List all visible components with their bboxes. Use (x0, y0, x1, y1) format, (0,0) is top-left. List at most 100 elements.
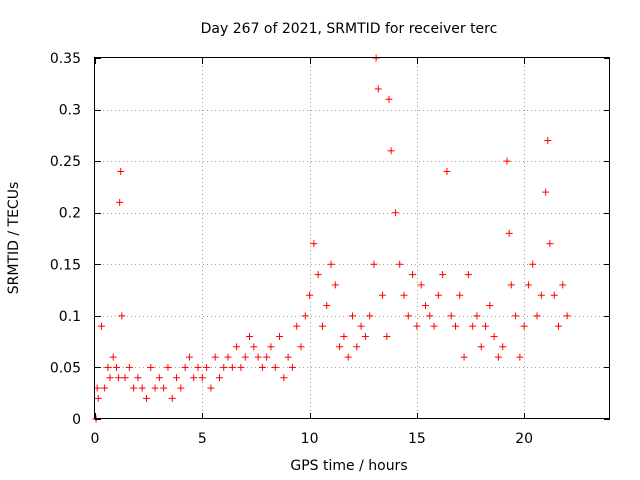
data-point (228, 363, 236, 371)
data-point (361, 332, 369, 340)
data-point (426, 312, 434, 320)
data-point (125, 363, 133, 371)
data-point (413, 322, 421, 330)
data-point (118, 312, 126, 320)
data-point (254, 353, 262, 361)
data-point (310, 240, 318, 248)
data-point (160, 384, 168, 392)
y-axis-label: SRMTID / TECUs (6, 182, 22, 295)
y-tick-label: 0.05 (50, 360, 81, 376)
data-point (357, 322, 365, 330)
data-point (460, 353, 468, 361)
data-point (267, 343, 275, 351)
data-point (370, 260, 378, 268)
data-point (297, 343, 305, 351)
data-point (109, 353, 117, 361)
data-point (529, 260, 537, 268)
data-point (241, 353, 249, 361)
data-point (130, 384, 138, 392)
data-point (97, 322, 105, 330)
data-point (112, 363, 120, 371)
data-point (344, 353, 352, 361)
data-point (477, 343, 485, 351)
data-point (486, 302, 494, 310)
data-point (327, 260, 335, 268)
data-point (336, 343, 344, 351)
data-point (340, 332, 348, 340)
data-point (101, 384, 109, 392)
data-point (417, 281, 425, 289)
data-point (147, 363, 155, 371)
data-point (439, 271, 447, 279)
data-point (237, 363, 245, 371)
data-point (207, 384, 215, 392)
data-point (151, 384, 159, 392)
data-point (224, 353, 232, 361)
data-point (323, 302, 331, 310)
data-point (271, 363, 279, 371)
data-point (349, 312, 356, 320)
data-point (473, 312, 481, 320)
data-point (263, 353, 271, 361)
data-point (177, 384, 185, 392)
data-point (301, 312, 309, 320)
data-point (185, 353, 193, 361)
data-point (456, 291, 464, 299)
x-tick-label: 20 (515, 431, 533, 447)
data-point (173, 374, 181, 382)
data-point (155, 374, 163, 382)
data-point (353, 343, 361, 351)
data-point (391, 209, 399, 217)
data-point (385, 95, 393, 103)
data-point (203, 363, 211, 371)
y-tick-label: 0.25 (50, 154, 81, 170)
data-point (503, 157, 511, 165)
data-point (138, 384, 146, 392)
data-point (134, 374, 142, 382)
data-point (516, 353, 524, 361)
data-point (280, 374, 288, 382)
data-point (211, 353, 219, 361)
data-point (106, 374, 114, 382)
y-tick-label: 0.15 (50, 257, 81, 273)
data-point (546, 240, 554, 248)
data-point (104, 363, 112, 371)
data-point (499, 343, 507, 351)
data-point (396, 260, 404, 268)
data-point (490, 332, 498, 340)
data-point (505, 229, 513, 237)
chart-title: Day 267 of 2021, SRMTID for receiver ter… (201, 21, 498, 37)
data-point (520, 322, 528, 330)
data-point (94, 394, 102, 402)
axis-ticks: 0 5 10 15 20 0 0.05 0.1 0.15 0.2 0.25 0.3 0.35 (50, 51, 610, 447)
y-tick-label: 0.1 (59, 309, 81, 325)
data-point (400, 291, 408, 299)
data-point (117, 167, 125, 175)
data-point (464, 271, 472, 279)
x-tick-label: 15 (408, 431, 426, 447)
data-point (430, 322, 438, 330)
data-point (469, 322, 477, 330)
x-tick-label: 0 (91, 431, 100, 447)
data-point (250, 343, 258, 351)
data-point (447, 312, 455, 320)
data-point (383, 332, 391, 340)
data-point (507, 281, 515, 289)
data-point (387, 147, 395, 155)
data-point (116, 198, 124, 206)
data-point (258, 363, 266, 371)
data-point (121, 374, 129, 382)
data-point (215, 374, 223, 382)
data-point (559, 281, 567, 289)
data-point (482, 322, 490, 330)
data-point (374, 85, 382, 93)
data-point (542, 188, 550, 196)
y-tick-label: 0 (72, 412, 81, 428)
data-point (194, 363, 202, 371)
y-tick-label: 0.2 (59, 206, 81, 222)
data-point (550, 291, 558, 299)
data-point (452, 322, 459, 330)
gridlines (95, 58, 610, 419)
data-point (276, 332, 284, 340)
